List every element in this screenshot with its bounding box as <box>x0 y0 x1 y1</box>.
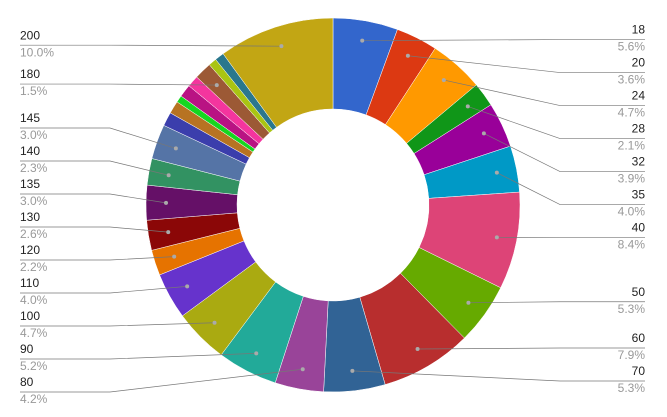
slice-label: 50 <box>632 285 646 299</box>
slice-percent: 5.3% <box>618 381 646 395</box>
slice-percent: 7.9% <box>618 348 646 362</box>
leader-dot <box>213 321 217 325</box>
slice-percent: 5.3% <box>618 302 646 316</box>
slice-percent: 2.2% <box>20 260 48 274</box>
leader-dot <box>174 146 178 150</box>
slice-label: 40 <box>632 221 646 235</box>
leader-dot <box>495 171 499 175</box>
slice-label: 28 <box>632 122 646 136</box>
slice-label: 140 <box>20 144 40 158</box>
leader-dot <box>466 301 470 305</box>
slice-percent: 2.3% <box>20 161 48 175</box>
leader-dot <box>482 131 486 135</box>
leader-dot <box>167 173 171 177</box>
slice-percent: 5.2% <box>20 359 48 373</box>
slice-percent: 3.6% <box>618 73 646 87</box>
slice-percent: 4.0% <box>20 293 48 307</box>
slice-label: 100 <box>20 309 40 323</box>
slice-label: 145 <box>20 111 40 125</box>
slice-label: 32 <box>632 155 646 169</box>
leader-dot <box>301 367 305 371</box>
leader-dot <box>172 255 176 259</box>
leader-dot <box>442 78 446 82</box>
slice-percent: 2.6% <box>20 227 48 241</box>
leader-dot <box>416 347 420 351</box>
leader-dot <box>495 235 499 239</box>
slice-percent: 4.7% <box>618 106 646 120</box>
leader-line <box>20 84 217 85</box>
slice-label: 180 <box>20 67 40 81</box>
slice-label: 60 <box>632 331 646 345</box>
leader-dot <box>406 54 410 58</box>
leader-dot <box>360 39 364 43</box>
slice-label: 135 <box>20 177 40 191</box>
leader-dot <box>215 83 219 87</box>
slice-label: 120 <box>20 243 40 257</box>
slice-label: 110 <box>20 276 39 290</box>
slice-label: 90 <box>20 342 34 356</box>
slice-percent: 3.0% <box>20 194 48 208</box>
slice-percent: 8.4% <box>618 238 646 252</box>
leader-dot <box>166 230 170 234</box>
leader-dot <box>279 44 283 48</box>
leader-dot <box>185 284 189 288</box>
slice-label: 24 <box>632 89 646 103</box>
leader-dot <box>350 369 354 373</box>
slice-percent: 2.1% <box>618 139 646 153</box>
slice-percent: 4.2% <box>20 392 48 406</box>
slice-label: 18 <box>632 23 646 37</box>
slice-percent: 4.7% <box>20 326 48 340</box>
slice-percent: 1.5% <box>20 84 48 98</box>
slice-label: 130 <box>20 210 40 224</box>
slice-percent: 3.9% <box>618 172 646 186</box>
slice-percent: 4.0% <box>618 205 646 219</box>
slice-label: 20 <box>632 56 646 70</box>
slice-label: 35 <box>632 188 646 202</box>
slice-label: 200 <box>20 28 40 42</box>
leader-line <box>20 323 215 326</box>
slice-label: 80 <box>20 375 34 389</box>
leader-dot <box>254 351 258 355</box>
leader-dot <box>466 104 470 108</box>
leader-dot <box>164 201 168 205</box>
leader-line <box>20 286 187 293</box>
slice-percent: 10.0% <box>20 45 54 59</box>
slice-label: 70 <box>632 364 646 378</box>
slice-percent: 5.6% <box>618 40 646 54</box>
slice-percent: 3.0% <box>20 128 48 142</box>
